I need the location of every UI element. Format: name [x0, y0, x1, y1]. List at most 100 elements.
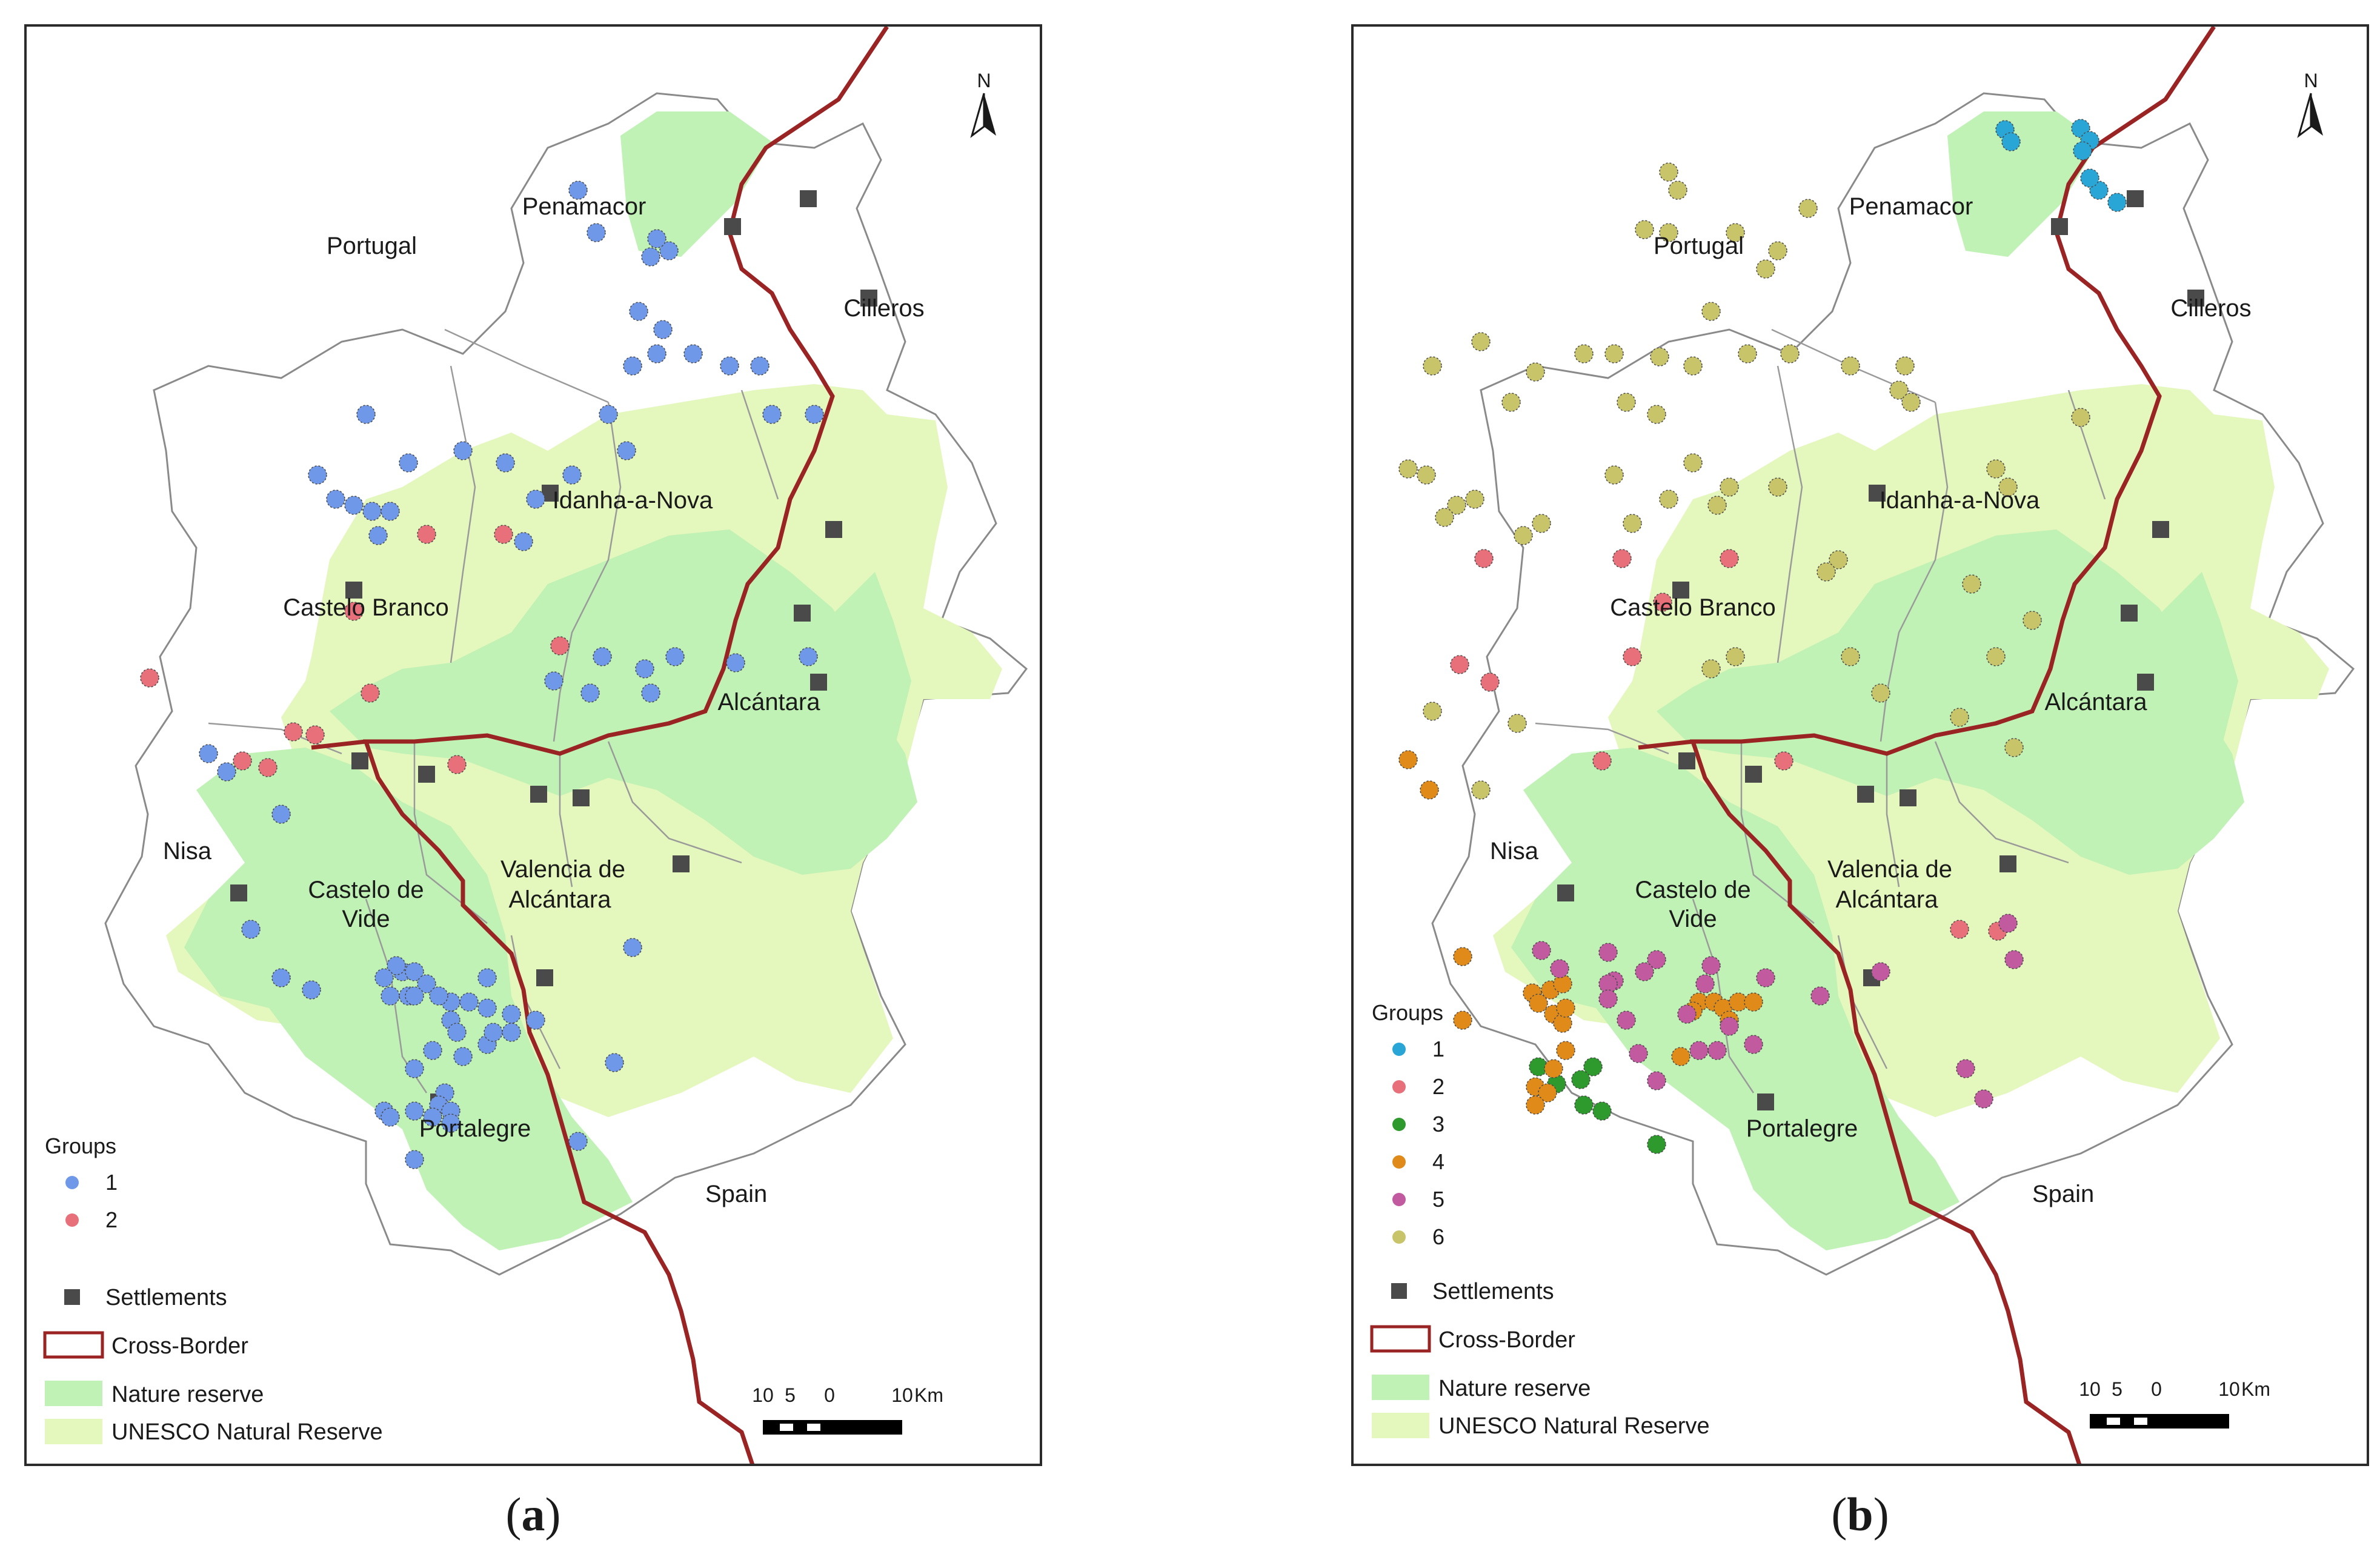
- group-2-point: [1612, 549, 1632, 568]
- place-label-castelo-de: Castelo de: [308, 877, 424, 903]
- group-6-point: [1507, 714, 1527, 733]
- group-1-point: [429, 986, 448, 1006]
- scale-tick-1: 5: [785, 1384, 796, 1406]
- place-label-portalegre: Portalegre: [1746, 1115, 1858, 1142]
- group-1-point: [587, 223, 606, 242]
- settlement-marker: [800, 190, 817, 207]
- caption-a: (a): [505, 1488, 561, 1541]
- north-label: N: [977, 70, 991, 91]
- cross-border-line: [1638, 739, 1694, 750]
- place-label-alc-ntara: Alcántara: [718, 689, 821, 715]
- legend-unesco-swatch: [45, 1419, 102, 1444]
- group-2-point: [1474, 549, 1494, 568]
- group-1-point: [629, 302, 648, 321]
- group-1-point: [568, 1132, 588, 1151]
- group-1-point: [2080, 168, 2099, 188]
- group-5-point: [1810, 986, 1830, 1006]
- group-1-point: [580, 683, 600, 703]
- group-1-point: [308, 465, 327, 485]
- cross-border-line: [363, 27, 889, 1464]
- group-5-point: [1695, 974, 1715, 994]
- group-1-point: [514, 532, 533, 551]
- group-1-point: [502, 1004, 521, 1024]
- group-1-point: [381, 502, 400, 521]
- group-6-point: [1720, 477, 1739, 497]
- legend-group-6-swatch: [1392, 1230, 1406, 1244]
- group-2-point: [140, 668, 159, 688]
- group-1-point: [641, 683, 660, 703]
- legend-group-2-label: 2: [105, 1207, 118, 1232]
- group-1-point: [405, 1101, 424, 1121]
- legend-group-5-label: 5: [1432, 1187, 1444, 1212]
- group-1-point: [241, 920, 261, 939]
- group-6-point: [1668, 181, 1687, 200]
- group-1-point: [599, 405, 618, 424]
- group-5-point: [1720, 1017, 1739, 1036]
- group-4-point: [1553, 1014, 1572, 1033]
- group-4-point: [1398, 750, 1418, 769]
- settlement-marker: [573, 789, 590, 806]
- municipal-boundary: [1740, 742, 1815, 924]
- municipal-boundary: [1886, 754, 1900, 888]
- group-3-point: [1574, 1095, 1594, 1115]
- place-label-valencia-de: Valencia de: [1827, 856, 1952, 883]
- group-2-point: [1950, 920, 1969, 939]
- map-b-svg: Portugal Spain Penamacor Cilleros Idanha-a-N…: [1370, 27, 2355, 1464]
- group-5-point: [1998, 914, 2018, 933]
- group-6-point: [1707, 496, 1727, 515]
- group-6-point: [1471, 780, 1491, 800]
- group-6-point: [1738, 344, 1757, 363]
- legend-cross-border-label: Cross-Border: [1438, 1327, 1575, 1353]
- municipal-boundary: [553, 402, 622, 742]
- group-5-point: [1744, 1035, 1763, 1054]
- group-1-point: [617, 441, 636, 460]
- legend-cross-border-label: Cross-Border: [111, 1333, 248, 1359]
- place-label-castelo-branco: Castelo Branco: [283, 594, 448, 621]
- place-label-alc-ntara: Alcántara: [2045, 689, 2148, 715]
- settlement-marker: [810, 674, 827, 691]
- group-2-point: [1653, 592, 1672, 612]
- settlement-marker: [825, 521, 842, 538]
- group-6-point: [1423, 356, 1442, 376]
- scale-unit: Km: [914, 1384, 943, 1406]
- settlement-marker: [1999, 855, 2016, 872]
- settlement-marker: [1900, 789, 1916, 806]
- municipal-boundary: [1934, 741, 2069, 864]
- group-1-point: [502, 1023, 521, 1042]
- group-1-point: [496, 453, 515, 473]
- group-5-point: [1701, 956, 1721, 975]
- group-5-point: [1550, 959, 1569, 978]
- group-5-point: [1617, 1010, 1636, 1030]
- group-6-point: [1417, 465, 1436, 485]
- group-2-point: [550, 636, 570, 655]
- group-2-point: [258, 758, 278, 777]
- settlement-marker: [673, 855, 690, 872]
- scale-bar-segment: [2107, 1418, 2120, 1425]
- map-panel-a: Portugal Spain Penamacor Cilleros Idanha-a-N…: [24, 24, 1042, 1466]
- group-6-point: [1701, 659, 1721, 679]
- scale-tick-3: 10: [891, 1384, 913, 1406]
- group-5-point: [1756, 968, 1775, 987]
- place-label-penamacor: Penamacor: [522, 193, 647, 220]
- municipal-boundary: [1880, 402, 1949, 742]
- settlement-marker: [351, 752, 368, 769]
- scale-bar-segment: [2134, 1418, 2147, 1425]
- group-1-point: [441, 1113, 460, 1133]
- legend-nature-reserve-label: Nature reserve: [1438, 1376, 1591, 1401]
- municipal-boundary: [607, 741, 742, 864]
- group-5-point: [1974, 1089, 1993, 1109]
- scale-bar-segment: [780, 1424, 793, 1431]
- legend-settlement-swatch: [64, 1289, 80, 1305]
- legend-group-5-swatch: [1392, 1193, 1406, 1206]
- group-1-point: [544, 671, 563, 691]
- settlement-marker: [1745, 766, 1762, 783]
- group-5-point: [1598, 989, 1618, 1009]
- group-6-point: [1423, 702, 1442, 721]
- group-6-point: [1398, 459, 1418, 479]
- legend-unesco-label: UNESCO Natural Reserve: [111, 1419, 383, 1445]
- group-1-point: [647, 229, 666, 248]
- group-6-point: [1650, 347, 1669, 367]
- group-1-point: [381, 986, 400, 1006]
- place-label-vide: Vide: [342, 906, 390, 932]
- group-6-point: [1901, 393, 1921, 412]
